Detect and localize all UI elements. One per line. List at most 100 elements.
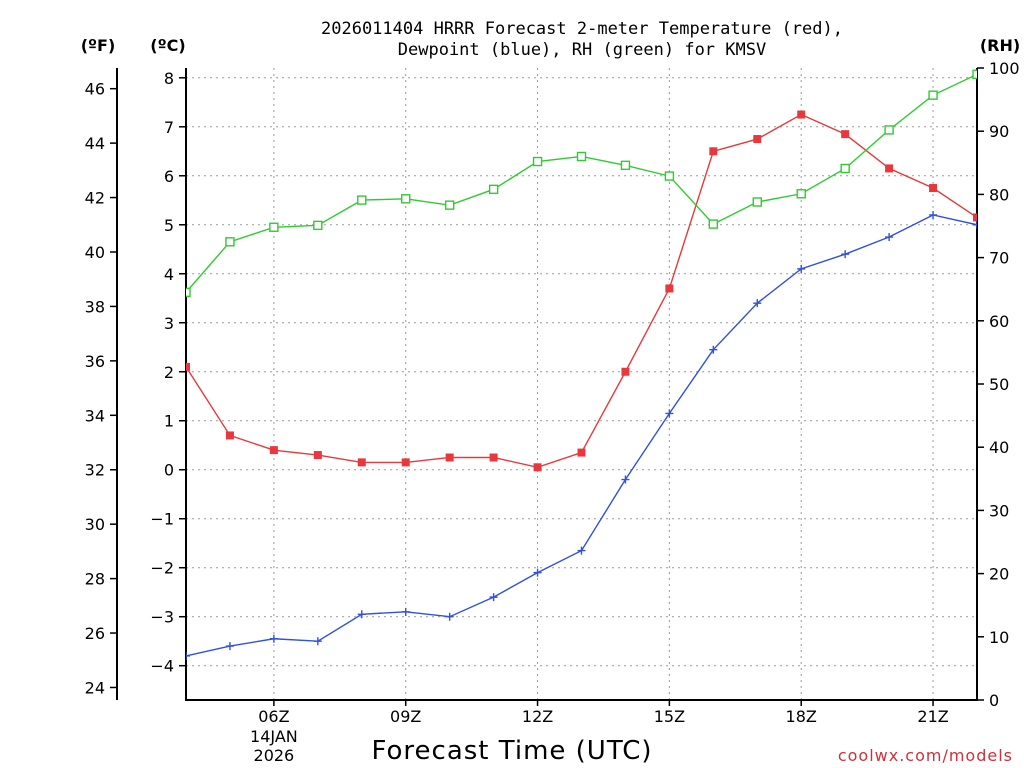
fahrenheit-tick-label: 32 — [85, 461, 105, 480]
rh-point — [576, 151, 587, 162]
x-tick-label: 06Z — [258, 707, 289, 726]
fahrenheit-tick-label: 40 — [85, 243, 105, 262]
temperature-point — [577, 448, 586, 457]
rh-point — [357, 195, 367, 205]
temperature-point — [489, 453, 498, 462]
chart-axes — [116, 68, 978, 701]
temperature-point — [885, 164, 894, 173]
temperature-point — [621, 367, 630, 376]
rh-tick-label: 70 — [989, 249, 1009, 268]
rh-tick-label: 100 — [989, 59, 1020, 78]
dewpoint-point — [269, 634, 278, 643]
rh-point — [401, 194, 411, 204]
temperature-point — [445, 453, 454, 462]
rh-tick-label: 90 — [989, 122, 1009, 141]
celsius-tick-label: 3 — [164, 314, 174, 333]
rh-point — [840, 163, 850, 174]
temperature-point — [313, 451, 322, 460]
plot-frame — [185, 68, 978, 701]
dewpoint-point — [186, 651, 190, 660]
chart-title-line1: 2026011404 HRRR Forecast 2-meter Tempera… — [321, 19, 843, 39]
celsius-tick-label: −4 — [150, 657, 174, 676]
temperature-point — [357, 458, 366, 467]
fahrenheit-tick-label: 36 — [85, 352, 105, 371]
fahrenheit-tick-label: 46 — [85, 80, 105, 99]
x-axis-label: Forecast Time (UTC) — [371, 736, 652, 766]
dewpoint-point — [973, 220, 977, 229]
x-tick-label: 09Z — [390, 707, 421, 726]
temperature-point — [665, 284, 674, 293]
fahrenheit-tick-label: 34 — [85, 406, 105, 425]
rh-point — [225, 237, 235, 247]
rh-point — [532, 156, 543, 167]
celsius-tick-label: 6 — [164, 167, 174, 186]
celsius-tick-label: 4 — [164, 265, 174, 284]
temperature-point — [186, 362, 190, 371]
rh-point — [488, 184, 499, 195]
dewpoint-point — [533, 568, 542, 577]
x-tick-year: 2026 — [254, 746, 295, 765]
dewpoint-point — [401, 607, 410, 616]
rh-point — [708, 219, 719, 229]
series-temperature — [186, 110, 977, 472]
rh-tick-label: 40 — [989, 438, 1009, 457]
x-tick-date: 14JAN — [250, 727, 298, 746]
dewpoint-point — [577, 546, 586, 555]
fahrenheit-tick-label: 38 — [85, 297, 105, 316]
rh-point — [752, 197, 762, 207]
rh-tick-label: 10 — [989, 628, 1009, 647]
fahrenheit-tick-label: 24 — [85, 678, 105, 697]
dewpoint-point — [709, 345, 718, 354]
chart-title-line2: Dewpoint (blue), RH (green) for KMSV — [398, 40, 766, 60]
dewpoint-point — [665, 409, 674, 418]
rh-tick-label: 60 — [989, 312, 1009, 331]
celsius-tick-label: −1 — [150, 510, 174, 529]
fahrenheit-tick-label: 42 — [85, 189, 105, 208]
dewpoint-point — [753, 299, 762, 308]
celsius-tick-label: 5 — [164, 216, 174, 235]
dewpoint-point — [621, 475, 630, 484]
rh-tick-label: 80 — [989, 185, 1009, 204]
fahrenheit-tick-label: 28 — [85, 570, 105, 589]
rh-point — [313, 220, 323, 231]
fahrenheit-unit-label: (ºF) — [81, 36, 116, 55]
rh-tick-label: 50 — [989, 375, 1009, 394]
rh-point — [444, 200, 455, 210]
temperature-point — [797, 110, 806, 119]
dewpoint-point — [489, 593, 498, 602]
rh-tick-label: 30 — [989, 501, 1009, 520]
temperature-point — [753, 135, 762, 144]
celsius-unit-label: (ºC) — [150, 36, 185, 55]
rh-point — [884, 125, 894, 135]
series-rh — [186, 69, 977, 298]
rh-line — [186, 73, 977, 293]
celsius-tick-label: 0 — [164, 461, 174, 480]
rh-point — [269, 222, 279, 232]
series-layer — [186, 69, 977, 660]
celsius-tick-label: −3 — [150, 608, 174, 627]
temperature-point — [533, 463, 542, 472]
temperature-point — [269, 446, 278, 455]
rh-tick-label: 20 — [989, 565, 1009, 584]
x-tick-label: 15Z — [654, 707, 685, 726]
fahrenheit-tick-label: 26 — [85, 624, 105, 643]
x-tick-label: 12Z — [522, 707, 553, 726]
fahrenheit-tick-label: 44 — [85, 134, 105, 153]
temperature-point — [709, 147, 718, 156]
temperature-point — [841, 130, 850, 139]
dewpoint-point — [797, 264, 806, 273]
dewpoint-point — [357, 610, 366, 619]
dewpoint-point — [929, 210, 938, 219]
rh-point — [928, 90, 938, 100]
x-tick-label: 18Z — [786, 707, 817, 726]
rh-point — [620, 160, 631, 171]
celsius-tick-label: 2 — [164, 363, 174, 382]
dewpoint-point — [445, 612, 454, 621]
temperature-point — [929, 184, 938, 193]
x-tick-label: 21Z — [917, 707, 948, 726]
rh-point — [972, 69, 977, 80]
celsius-tick-label: 7 — [164, 118, 174, 137]
temperature-point — [973, 213, 977, 222]
rh-unit-label: (RH) — [980, 36, 1020, 55]
